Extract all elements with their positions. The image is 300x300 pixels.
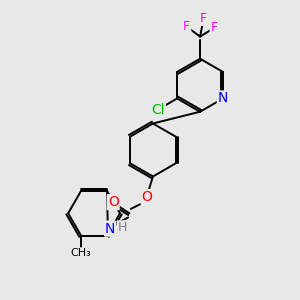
Text: F: F [211,21,218,34]
Text: Cl: Cl [151,103,165,116]
Text: O: O [142,190,152,204]
Text: N: N [105,222,116,236]
Text: N: N [218,92,228,106]
Text: F: F [200,12,207,25]
Text: H: H [118,221,127,234]
Text: CH₃: CH₃ [71,248,92,258]
Text: F: F [183,20,190,33]
Text: O: O [108,195,118,209]
